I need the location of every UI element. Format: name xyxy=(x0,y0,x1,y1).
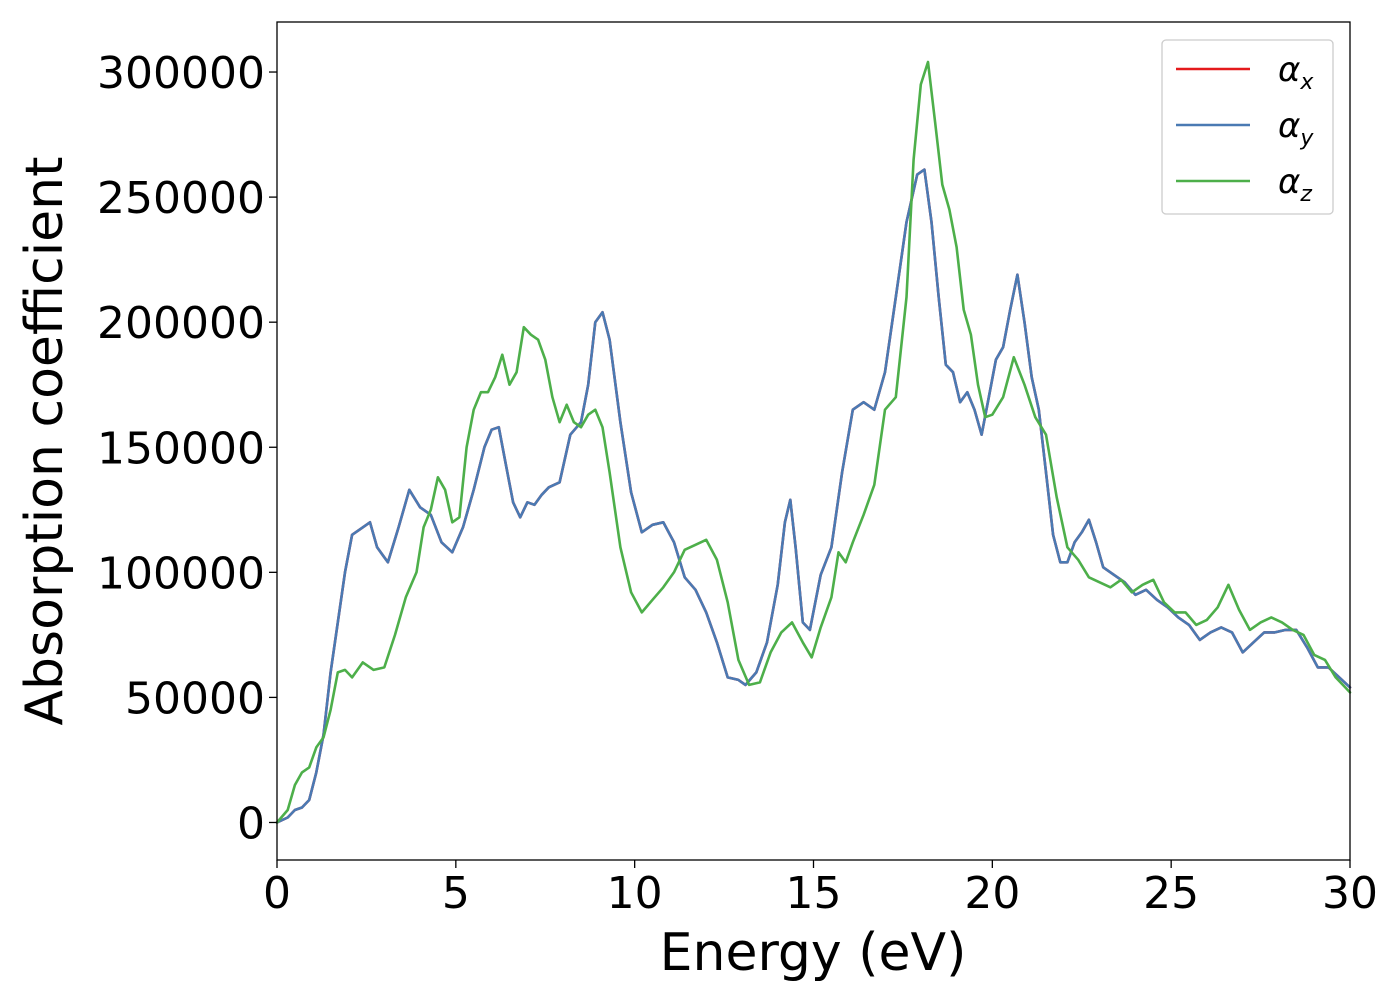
y-tick-label: 250000 xyxy=(97,173,265,224)
x-axis-label: Energy (eV) xyxy=(660,923,967,983)
y-tick-label: 150000 xyxy=(97,423,265,474)
y-tick-label: 200000 xyxy=(97,298,265,349)
x-tick-label: 0 xyxy=(263,868,291,919)
x-tick-label: 25 xyxy=(1143,868,1199,919)
y-axis-label: Absorption coefficient xyxy=(15,156,75,725)
x-axis: 0 5 10 15 20 25 30 xyxy=(263,860,1378,919)
y-tick-label: 0 xyxy=(237,798,265,849)
y-tick-label: 100000 xyxy=(97,548,265,599)
series-line-y xyxy=(275,168,1352,824)
y-axis: 0 50000 100000 150000 200000 250000 300000 xyxy=(97,48,277,849)
y-tick-label: 50000 xyxy=(125,673,265,724)
y-tick-label: 300000 xyxy=(97,48,265,99)
series-line-z xyxy=(275,60,1352,824)
x-tick-label: 30 xyxy=(1322,868,1378,919)
series-layer xyxy=(275,60,1352,824)
x-tick-label: 5 xyxy=(442,868,470,919)
x-tick-label: 20 xyxy=(964,868,1020,919)
legend-box xyxy=(1161,39,1334,215)
x-tick-label: 10 xyxy=(607,868,663,919)
x-tick-label: 15 xyxy=(786,868,842,919)
